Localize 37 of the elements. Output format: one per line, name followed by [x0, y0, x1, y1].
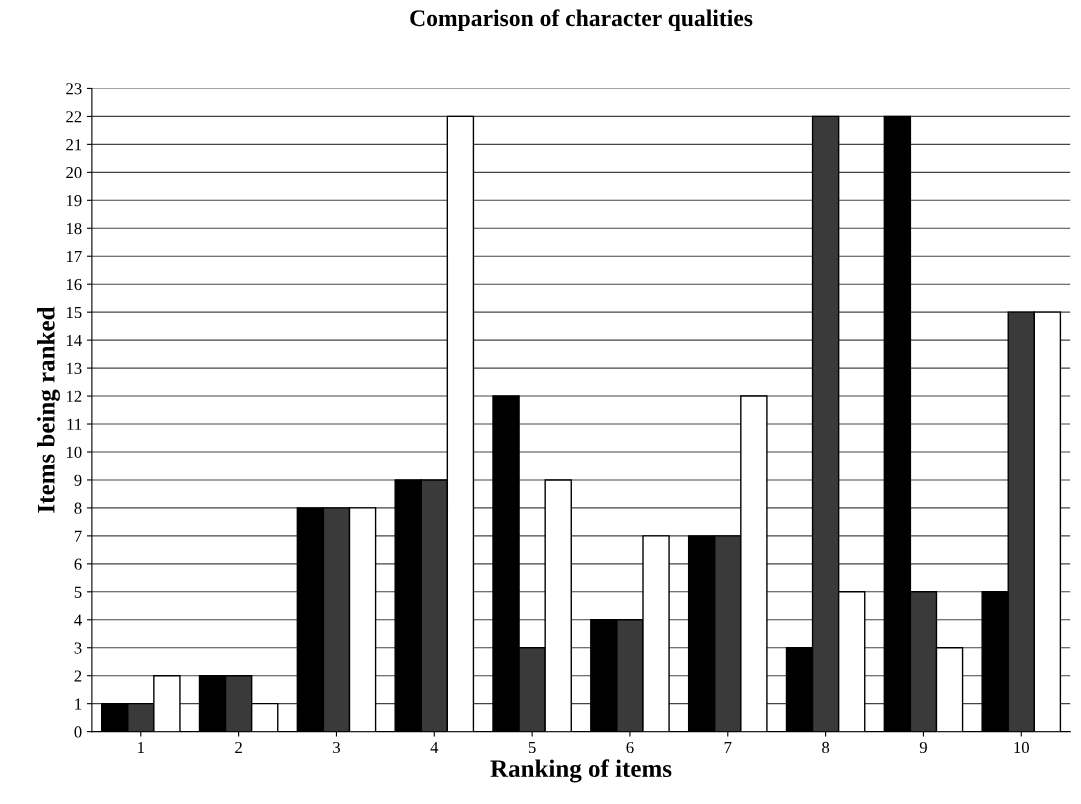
x-tick-label: 2	[235, 741, 242, 753]
y-tick-label: 13	[66, 362, 82, 375]
x-tick-label: 5	[528, 742, 536, 754]
y-tick-label: 5	[74, 586, 82, 598]
y-tick-label: 16	[66, 278, 82, 291]
y-tick-label: 12	[66, 390, 82, 402]
x-tick-label: 8	[822, 741, 830, 754]
y-tick-label: 23	[66, 83, 82, 95]
y-axis-title: Items being ranked	[37, 306, 60, 513]
y-tick-label: 7	[74, 530, 82, 542]
x-tick-label: 4	[430, 741, 439, 753]
y-tick-label: 9	[74, 474, 82, 486]
y-tick-label: 8	[74, 502, 82, 514]
y-tick-label: 0	[74, 726, 82, 738]
y-tick-label: 2	[74, 670, 82, 682]
x-tick-label: 6	[626, 741, 634, 754]
y-tick-label: 10	[66, 446, 82, 458]
x-tick-label: 3	[333, 741, 340, 754]
y-tick-label: 14	[66, 334, 82, 346]
y-tick-label: 19	[66, 195, 82, 207]
y-tick-label: 18	[66, 222, 82, 235]
y-tick-label: 20	[66, 167, 82, 179]
x-tick-label: 7	[724, 742, 732, 753]
x-tick-label: 9	[919, 741, 927, 754]
y-tick-label: 1	[75, 698, 82, 710]
x-tick-label: 1	[138, 741, 144, 753]
y-tick-label: 4	[74, 614, 82, 626]
y-tick-label: 3	[74, 642, 82, 654]
x-axis-title: Ranking of items	[490, 759, 672, 783]
y-tick-label: 21	[66, 139, 82, 151]
y-tick-label: 22	[66, 111, 82, 123]
chart-title: Comparison of character qualities	[410, 9, 753, 31]
y-tick-label: 15	[66, 306, 82, 319]
y-tick-label: 11	[67, 418, 82, 430]
y-tick-label: 6	[74, 558, 82, 570]
y-tick-label: 17	[66, 251, 82, 263]
x-tick-label: 10	[1014, 741, 1029, 754]
